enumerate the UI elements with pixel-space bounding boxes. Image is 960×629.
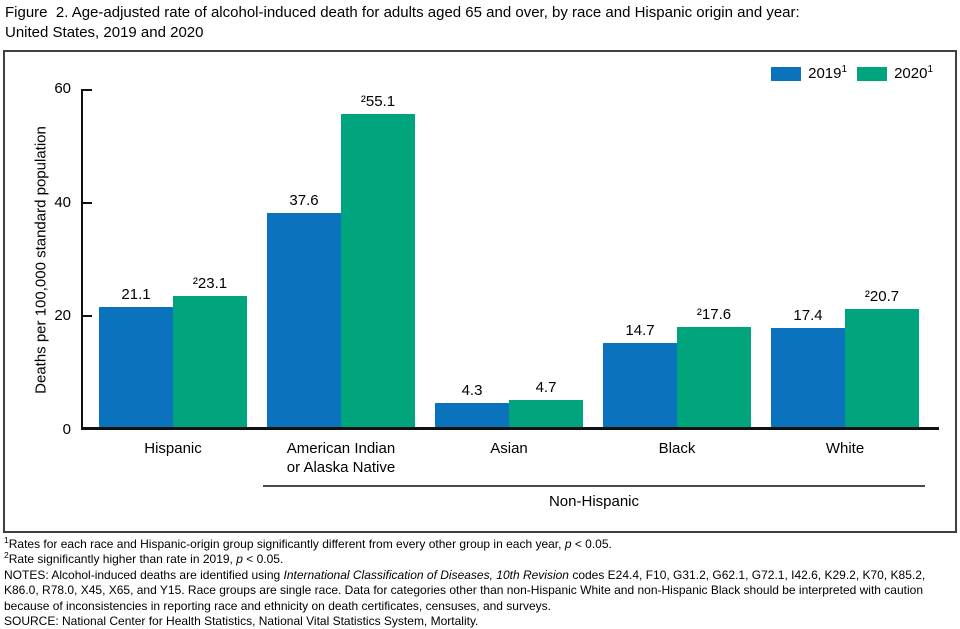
- bar-value-label: ²20.7: [864, 288, 900, 305]
- bar-group: 21.1 ²23.1: [99, 89, 247, 430]
- bar-2020-2: [341, 114, 415, 427]
- footnote-line: NOTES: Alcohol-induced deaths are identi…: [4, 567, 926, 613]
- y-tick: [83, 201, 92, 204]
- bar-value-label: 4.3: [461, 382, 483, 399]
- bar-value-label: ²23.1: [192, 275, 228, 292]
- bar-value-label: ²17.6: [696, 306, 732, 323]
- y-axis-line: [81, 89, 83, 430]
- non-hispanic-group-label: Non-Hispanic: [548, 493, 640, 510]
- footnote-line: 1Rates for each race and Hispanic-origin…: [4, 535, 612, 551]
- footnote-line: SOURCE: National Center for Health Stati…: [4, 614, 479, 629]
- chart-frame: 20191 20201 Deaths per 100,000 standard p…: [3, 50, 957, 533]
- legend-item: 20201: [857, 65, 933, 82]
- y-tick: [83, 89, 92, 91]
- bar-2020-1: [173, 296, 247, 427]
- bar-group: 17.4 ²20.7: [771, 89, 919, 430]
- bar-group: 14.7 ²17.6: [603, 89, 751, 430]
- footnotes: 1Rates for each race and Hispanic-origin…: [4, 535, 954, 629]
- figure-title: Figure 2. Age-adjusted rate of alcohol-i…: [5, 4, 800, 41]
- category-label: White: [825, 440, 865, 457]
- bar-2019-2: [267, 213, 341, 427]
- bar-2019-5: [771, 328, 845, 427]
- bar-group: 37.6 ²55.1: [267, 89, 415, 430]
- bar-2019-3: [435, 403, 509, 427]
- bar-value-label: 37.6: [289, 192, 319, 209]
- y-tick-label: 60: [54, 80, 71, 97]
- plot-area: 21.1 ²23.1 37.6 ²55.1 4.3 4.7 14.7 ²17.6 17.4 ²20…: [81, 89, 939, 430]
- bar-group: 4.3 4.7: [435, 89, 583, 430]
- category-label: Black: [658, 440, 696, 457]
- y-tick-label: 20: [54, 307, 71, 325]
- bar-value-label: 4.7: [535, 379, 557, 396]
- bar-2019-4: [603, 343, 677, 427]
- category-label: Asian: [490, 440, 528, 457]
- legend-label: 20191: [808, 64, 848, 83]
- legend-label: 20201: [894, 64, 933, 83]
- footnote-line: 2Rate significantly higher than rate in …: [4, 550, 284, 567]
- bar-value-label: 21.1: [121, 286, 151, 303]
- category-label: Hispanic: [144, 440, 202, 457]
- bar-2020-4: [677, 327, 751, 427]
- x-axis-line: [81, 427, 939, 430]
- legend-swatch: [857, 66, 888, 81]
- bar-2020-3: [509, 400, 583, 427]
- bar-value-label: 17.4: [793, 307, 823, 324]
- non-hispanic-bracket-line: [263, 485, 925, 487]
- bar-2019-1: [99, 307, 173, 427]
- category-label: American Indian or Alaska Native: [286, 440, 396, 476]
- y-axis-title: Deaths per 100,000 standard population: [32, 126, 50, 394]
- bar-2020-5: [845, 309, 919, 427]
- bar-value-label: 14.7: [625, 322, 655, 339]
- legend-item: 20191: [771, 65, 847, 82]
- chart-legend: 20191 20201: [771, 65, 933, 82]
- y-tick-label: 40: [54, 193, 71, 211]
- y-tick-label: 0: [62, 421, 71, 438]
- legend-swatch: [771, 66, 802, 81]
- bar-value-label: ²55.1: [360, 93, 396, 110]
- y-tick: [83, 315, 92, 318]
